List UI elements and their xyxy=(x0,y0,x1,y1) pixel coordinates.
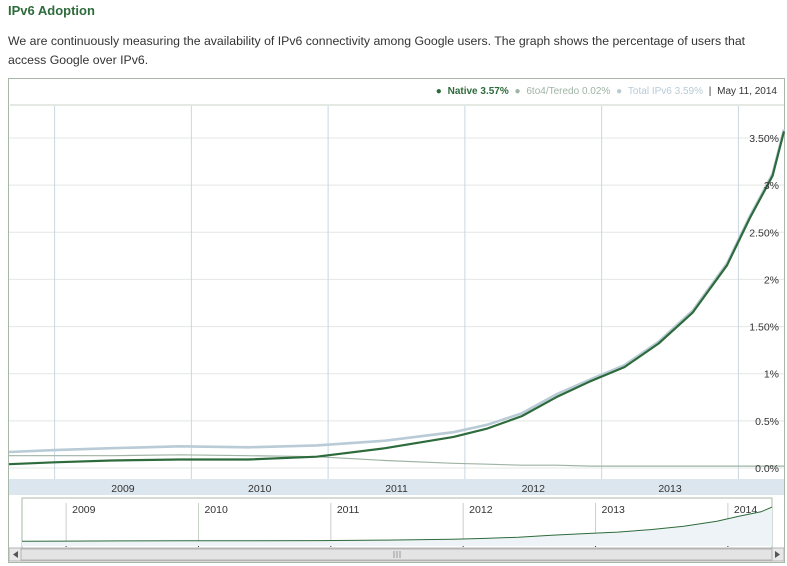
chart-legend: ● Native 3.57% ● 6to4/Teredo 0.02% ● Tot… xyxy=(433,86,777,97)
navigator-tick-label: 2013 xyxy=(602,504,626,516)
scroll-right-button[interactable] xyxy=(771,547,785,562)
legend-total[interactable]: ● Total IPv6 3.59% xyxy=(616,86,703,97)
y-tick-label: 0.0% xyxy=(755,463,779,475)
navigator-tick-label: 2010 xyxy=(204,504,228,516)
navigator-area xyxy=(22,507,772,546)
scrollbar-grip-icon xyxy=(393,551,401,558)
x-tick-label: 2012 xyxy=(522,483,546,495)
x-tick-label: 2011 xyxy=(385,483,408,495)
y-tick-label: 1% xyxy=(764,369,779,381)
navigator-tick-label: 2011 xyxy=(337,504,360,516)
page-description: We are continuously measuring the availa… xyxy=(8,34,746,67)
arrow-right-icon xyxy=(775,551,780,558)
series-line-total-ipv6 xyxy=(8,129,786,454)
vertical-gridlines xyxy=(54,106,739,495)
series-group xyxy=(8,129,786,467)
legend-total-label: Total IPv6 3.59% xyxy=(627,86,703,97)
plot-area: 0.0% 0.5% 1% 1.50% 2% 2.50% 3% 3.50% xyxy=(8,104,786,495)
legend-6to4[interactable]: ● 6to4/Teredo 0.02% xyxy=(514,86,611,97)
x-tick-label: 2013 xyxy=(658,483,682,495)
horizontal-gridlines xyxy=(9,137,784,469)
navigator-tick-label: 2012 xyxy=(469,504,493,516)
legend-separator: | xyxy=(708,86,712,97)
series-line-6to4-teredo xyxy=(9,454,784,467)
y-tick-label: 3% xyxy=(764,180,779,192)
x-tick-labels: 2009 2010 2011 2012 2013 xyxy=(111,483,682,495)
navigator-tick-label: 2014 xyxy=(734,504,758,516)
y-tick-label: 2% xyxy=(764,274,779,286)
legend-native[interactable]: ● Native 3.57% xyxy=(435,86,509,97)
y-tick-label: 2.50% xyxy=(749,227,779,239)
arrow-left-icon xyxy=(13,551,18,558)
y-tick-label: 0.5% xyxy=(755,416,779,428)
x-tick-label: 2009 xyxy=(111,483,135,495)
navigator-line xyxy=(21,506,773,542)
legend-6to4-label: 6to4/Teredo 0.02% xyxy=(526,86,611,97)
navigator-series xyxy=(21,506,773,546)
navigator-ticks: 2009 2010 2011 2012 2013 2014 xyxy=(65,503,758,547)
navigator-tick-label: 2009 xyxy=(72,504,96,516)
y-tick-labels: 0.0% 0.5% 1% 1.50% 2% 2.50% 3% 3.50% xyxy=(749,133,779,475)
y-tick-label: 1.50% xyxy=(749,322,779,334)
series-line-native xyxy=(8,131,786,466)
page-title: IPv6 Adoption xyxy=(8,3,95,18)
legend-native-label: Native 3.57% xyxy=(447,86,509,97)
x-axis-band xyxy=(9,479,784,495)
chart-frame xyxy=(8,78,785,563)
x-tick-label: 2010 xyxy=(248,483,272,495)
scroll-left-button[interactable] xyxy=(8,547,22,562)
legend-date: May 11, 2014 xyxy=(717,86,777,97)
y-tick-label: 3.50% xyxy=(749,133,779,145)
